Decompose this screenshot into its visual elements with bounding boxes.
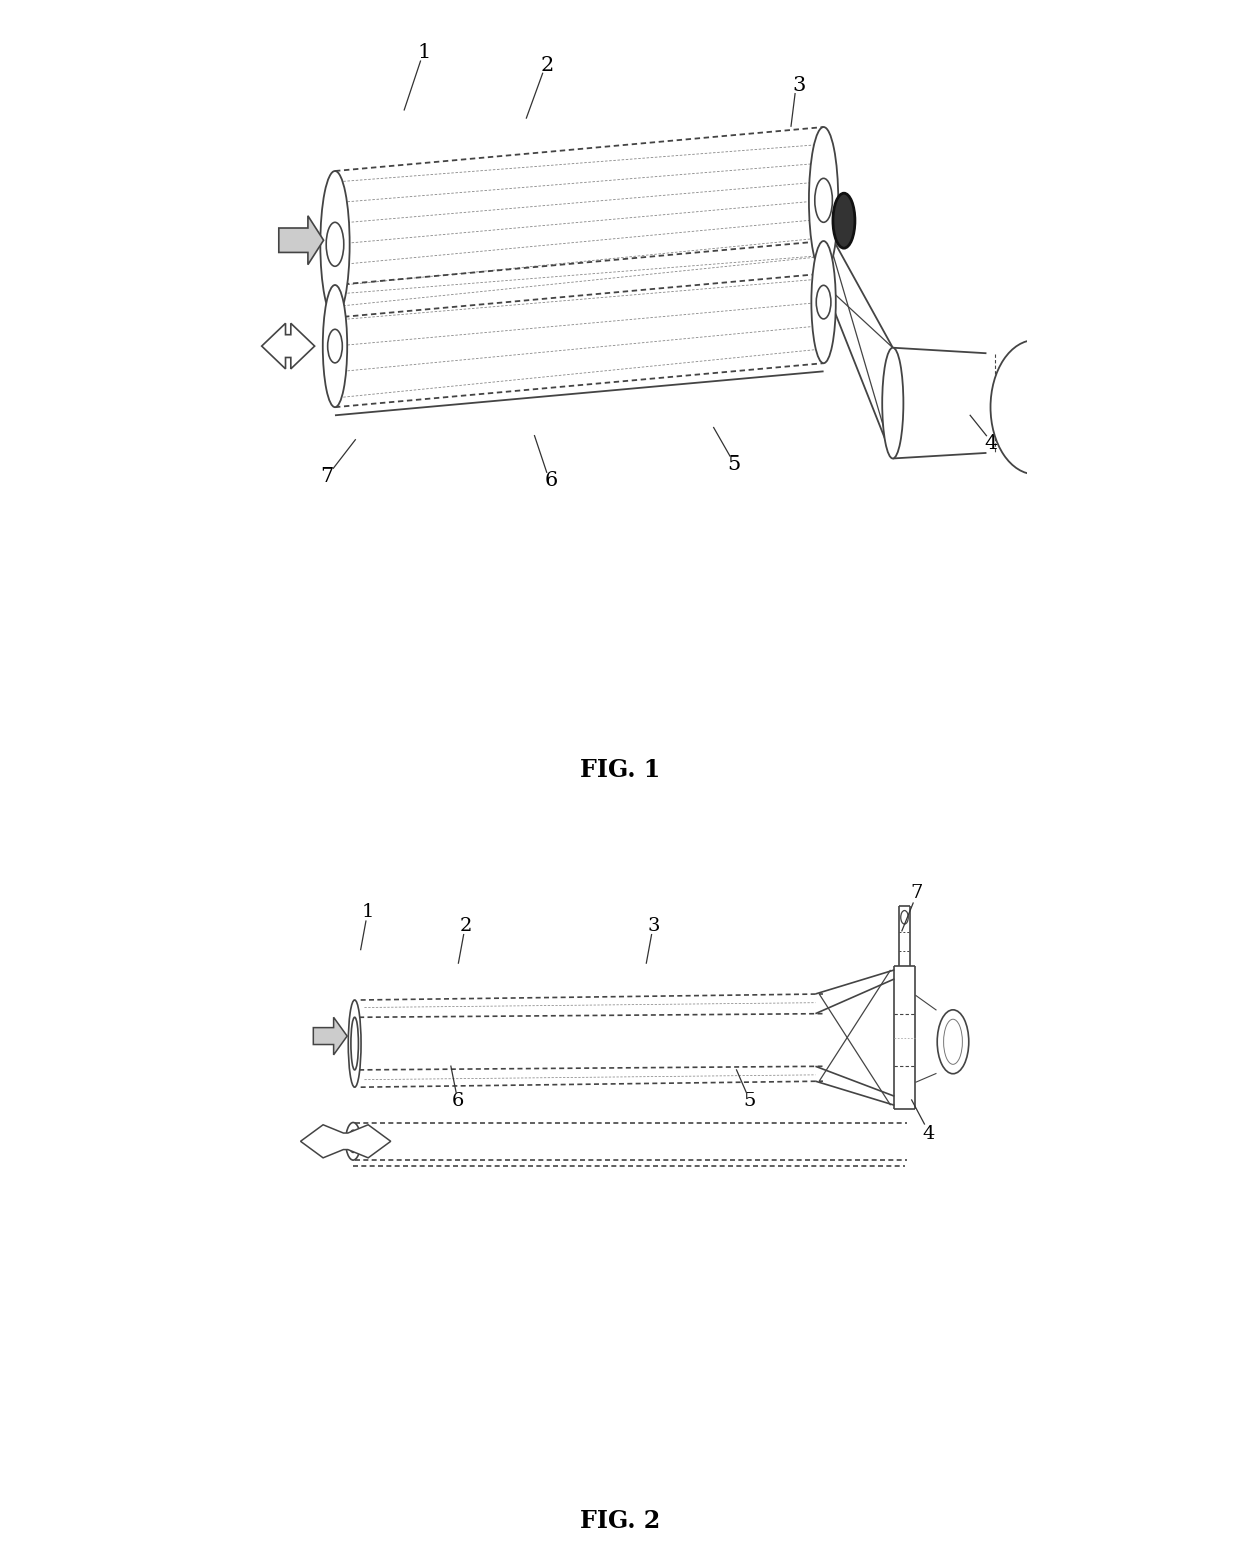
Text: 7: 7 (910, 885, 923, 902)
Ellipse shape (348, 1131, 357, 1153)
Ellipse shape (348, 1001, 361, 1087)
Polygon shape (262, 323, 315, 370)
Polygon shape (279, 216, 324, 265)
Text: 3: 3 (647, 916, 660, 935)
Text: 2: 2 (460, 916, 472, 935)
Text: 4: 4 (923, 1124, 935, 1143)
Ellipse shape (815, 179, 832, 222)
Ellipse shape (327, 329, 342, 363)
Text: 2: 2 (541, 56, 553, 75)
Ellipse shape (937, 1010, 968, 1074)
Ellipse shape (808, 127, 838, 274)
Text: 1: 1 (362, 904, 374, 921)
Ellipse shape (882, 348, 904, 459)
Ellipse shape (346, 1123, 361, 1160)
Ellipse shape (326, 222, 343, 266)
Text: 7: 7 (320, 467, 334, 485)
Ellipse shape (816, 285, 831, 319)
Ellipse shape (811, 241, 836, 363)
Text: 5: 5 (743, 1093, 755, 1110)
Ellipse shape (833, 193, 854, 247)
Ellipse shape (322, 285, 347, 407)
Text: FIG. 1: FIG. 1 (580, 758, 660, 781)
Polygon shape (300, 1124, 391, 1157)
Ellipse shape (944, 1019, 962, 1065)
Ellipse shape (900, 910, 908, 924)
Text: 6: 6 (453, 1093, 465, 1110)
Text: FIG. 2: FIG. 2 (580, 1510, 660, 1533)
Ellipse shape (991, 340, 1080, 474)
Ellipse shape (351, 1018, 358, 1070)
Text: 5: 5 (728, 454, 740, 473)
Text: 4: 4 (983, 434, 997, 453)
Text: 3: 3 (792, 77, 806, 96)
Text: 6: 6 (544, 471, 558, 490)
Polygon shape (314, 1018, 347, 1055)
Text: 1: 1 (418, 44, 432, 63)
Ellipse shape (320, 171, 350, 318)
